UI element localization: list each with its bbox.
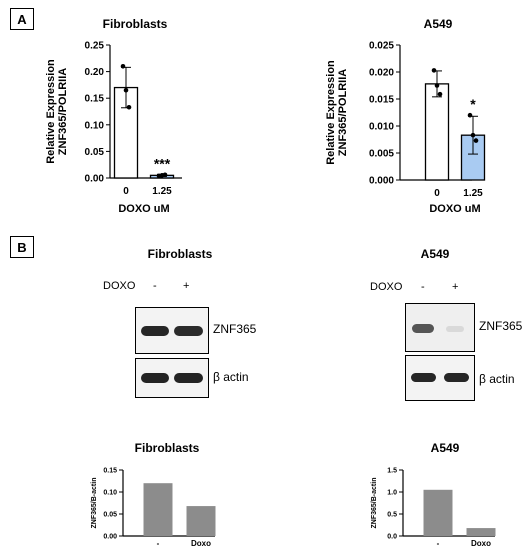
band-label: ZNF365 <box>479 319 523 333</box>
data-point <box>470 132 476 138</box>
y-tick-label: 0.015 <box>369 95 394 106</box>
chart-title: Fibroblasts <box>135 441 200 455</box>
blot-actin-fibroblasts <box>135 358 209 398</box>
lane-label: - <box>153 280 157 292</box>
y-axis-label-line: ZNF365/POLRIIA <box>337 69 349 156</box>
lane-label: + <box>452 281 459 293</box>
y-axis-label-line: ZNF365/B-actin <box>91 478 98 529</box>
y-tick-label: 0.25 <box>85 41 105 52</box>
x-axis-label: DOXO uM <box>118 203 169 215</box>
y-tick-label: 0.00 <box>85 174 105 185</box>
blot-band <box>174 373 203 383</box>
y-axis-label: ZNF365/B-actin <box>91 478 98 529</box>
chart-a549-quant: A549 ZNF365/B-actin 0.0 0.5 1.0 1.5 - Doxo <box>371 441 496 548</box>
blot-actin-a549 <box>405 355 475 401</box>
y-tick-label: 0.020 <box>369 68 394 79</box>
band-label: β actin <box>479 372 515 386</box>
blot-treatment-label: DOXO <box>103 280 136 292</box>
blot-band <box>444 373 469 382</box>
blot-znf365-fibroblasts <box>135 307 209 354</box>
data-point <box>473 138 479 143</box>
y-tick-label: 0.005 <box>369 149 394 160</box>
chart-title: A549 <box>424 17 453 31</box>
blot-band <box>411 373 436 382</box>
y-tick-label: 0.15 <box>103 467 117 474</box>
chart-title: Fibroblasts <box>103 17 168 31</box>
data-point <box>123 87 129 93</box>
x-tick-label: 1.25 <box>152 186 172 197</box>
data-point <box>437 91 443 97</box>
y-tick-label: 0.15 <box>85 94 105 105</box>
bar <box>424 83 450 181</box>
bar <box>186 506 216 536</box>
y-tick-label: 1.5 <box>387 467 397 474</box>
data-point <box>431 68 437 73</box>
x-axis-label: DOXO uM <box>429 203 480 215</box>
panel-label-b: B <box>10 236 34 258</box>
y-tick-label: 0.05 <box>85 147 105 158</box>
y-axis-label: Relative ExpressionZNF365/POLRIIA <box>45 59 69 164</box>
blot-title-a549: A549 <box>420 247 450 261</box>
blot-band <box>141 373 169 383</box>
y-tick-label: 0.010 <box>369 122 394 133</box>
x-tick-label: 0 <box>434 188 440 199</box>
chart-title: A549 <box>431 441 460 455</box>
lane-label: - <box>421 281 425 293</box>
y-axis-label: ZNF365/B-actin <box>371 478 378 529</box>
y-tick-label: 0.10 <box>85 120 105 131</box>
bar <box>143 483 173 536</box>
blot-band <box>412 324 434 333</box>
blot-znf365-a549 <box>405 303 475 352</box>
significance-marker: * <box>470 96 476 112</box>
y-tick-label: 1.0 <box>387 489 397 496</box>
band-label: ZNF365 <box>213 322 257 336</box>
y-axis-label-line: Relative Expression <box>325 60 337 165</box>
blot-band <box>446 326 464 332</box>
band-label: β actin <box>213 370 249 384</box>
blot-title-fibroblasts: Fibroblasts <box>147 247 213 261</box>
x-tick-label: Doxo <box>191 539 211 548</box>
y-tick-label: 0.10 <box>103 489 117 496</box>
y-tick-label: 0.025 <box>369 41 394 52</box>
y-axis-label-line: ZNF365/B-actin <box>371 478 378 529</box>
bar <box>423 489 453 536</box>
x-tick-label: Doxo <box>471 539 491 548</box>
data-point <box>162 172 168 178</box>
chart-fibroblasts-quant: Fibroblasts ZNF365/B-actin 0.00 0.05 0.10 0.1… <box>91 441 216 548</box>
y-tick-label: 0.20 <box>85 67 105 78</box>
y-axis-label: Relative ExpressionZNF365/POLRIIA <box>325 60 349 165</box>
chart-a549-expression: A549 Relative ExpressionZNF365/POLRIIA 0.0… <box>325 17 486 215</box>
x-tick-label: - <box>437 539 440 548</box>
y-tick-label: 0.000 <box>369 176 394 187</box>
x-tick-label: 1.25 <box>463 188 483 199</box>
blot-band <box>141 326 169 336</box>
blot-treatment-label: DOXO <box>370 281 403 293</box>
x-tick-label: - <box>157 539 160 548</box>
y-tick-label: 0.05 <box>103 511 117 518</box>
x-tick-label: 0 <box>123 186 129 197</box>
data-point <box>434 83 440 88</box>
panel-label-a: A <box>10 8 34 30</box>
data-point <box>126 104 132 110</box>
lane-label: + <box>183 280 190 292</box>
data-point <box>120 63 126 69</box>
y-tick-label: 0.5 <box>387 511 397 518</box>
y-axis-label-line: Relative Expression <box>45 59 57 164</box>
y-tick-label: 0.0 <box>387 533 397 540</box>
bar <box>466 528 496 536</box>
significance-marker: *** <box>154 155 171 171</box>
y-axis-label-line: ZNF365/POLRIIA <box>57 68 69 155</box>
chart-fibroblasts-expression: Fibroblasts Relative ExpressionZNF365/POL… <box>45 17 182 215</box>
data-point <box>467 112 473 118</box>
y-tick-label: 0.00 <box>103 533 117 540</box>
blot-band <box>174 326 203 336</box>
